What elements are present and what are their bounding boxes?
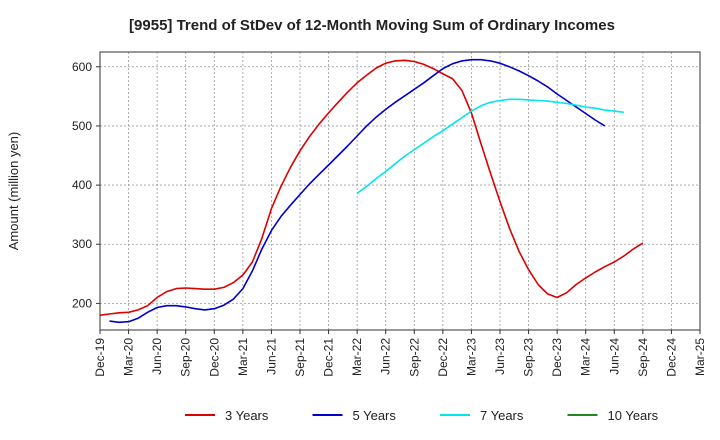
x-tick-label: Mar-20 (122, 338, 136, 376)
series-line-3-years (99, 59, 644, 316)
x-tick-label: Sep-20 (179, 338, 193, 377)
x-tick-label: Mar-25 (693, 338, 707, 376)
x-tick-label: Dec-21 (322, 338, 336, 377)
x-tick-label: Jun-23 (493, 338, 507, 375)
legend-label: 3 Years (225, 408, 269, 423)
plot-area-frame (99, 51, 701, 331)
x-tick-label: Dec-22 (436, 338, 450, 377)
series-lines (99, 58, 644, 324)
x-tick-label: Dec-19 (93, 338, 107, 377)
y-tick-label: 600 (72, 60, 92, 74)
y-axis-ticks: 200 300 400 500 600 (72, 60, 100, 310)
legend-label: 7 Years (480, 408, 524, 423)
x-tick-label: Dec-20 (207, 338, 221, 377)
chart-title: [9955] Trend of StDev of 12-Month Moving… (129, 17, 615, 34)
x-tick-label: Jun-24 (607, 338, 621, 375)
series-line-7-years (356, 98, 624, 195)
grid-lines (99, 52, 701, 330)
legend: 3 Years 5 Years 7 Years 10 Years (185, 408, 659, 423)
y-tick-label: 400 (72, 178, 92, 192)
y-tick-label: 200 (72, 296, 92, 310)
x-tick-label: Jun-22 (379, 338, 393, 375)
x-tick-label: Mar-23 (464, 338, 478, 376)
x-tick-label: Sep-23 (522, 338, 536, 377)
x-tick-label: Mar-22 (350, 338, 364, 376)
y-tick-label: 500 (72, 119, 92, 133)
x-tick-label: Mar-21 (236, 338, 250, 376)
x-tick-label: Dec-23 (550, 338, 564, 377)
x-tick-label: Sep-22 (407, 338, 421, 377)
x-tick-label: Jun-20 (150, 338, 164, 375)
x-axis-ticks: Dec-19 Mar-20 Jun-20 Sep-20 Dec-20 Mar-21 Jun-… (93, 330, 707, 377)
legend-label: 10 Years (608, 408, 659, 423)
series-line-5-years (109, 58, 606, 324)
x-tick-label: Jun-21 (264, 338, 278, 375)
y-tick-label: 300 (72, 237, 92, 251)
x-tick-label: Mar-24 (579, 338, 593, 376)
x-tick-label: Dec-24 (664, 338, 678, 377)
x-tick-label: Sep-24 (636, 338, 650, 377)
y-axis-label: Amount (million yen) (6, 132, 21, 251)
x-tick-label: Sep-21 (293, 338, 307, 377)
legend-label: 5 Years (353, 408, 397, 423)
